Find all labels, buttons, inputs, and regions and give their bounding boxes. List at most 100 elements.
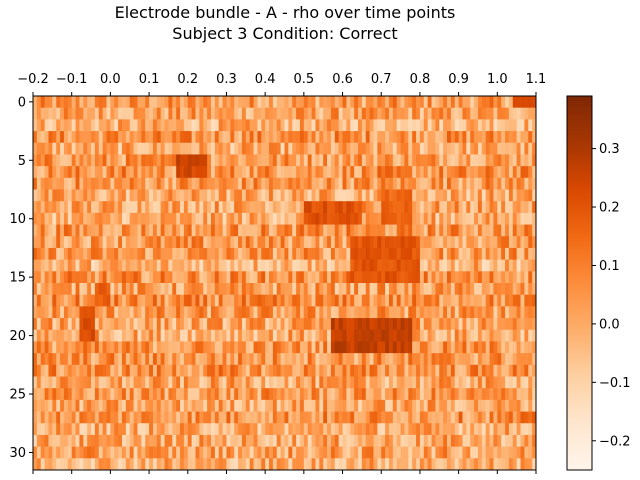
heatmap-cell [532, 271, 537, 284]
heatmap-cell [272, 458, 278, 471]
heatmap-cell [462, 423, 467, 436]
heatmap-cell [98, 142, 104, 155]
heatmap-cell [299, 434, 305, 448]
heatmap-cell [443, 341, 448, 354]
heatmap-cell [176, 376, 181, 389]
heatmap-cell [501, 423, 506, 436]
heatmap-cell [439, 96, 444, 109]
heatmap-cell [342, 189, 347, 202]
heatmap-cell [36, 329, 42, 342]
heatmap-cell [272, 271, 278, 284]
heatmap-cell [241, 154, 247, 167]
heatmap-cell [265, 364, 270, 377]
heatmap-cell [79, 166, 84, 179]
heatmap-cell [187, 353, 193, 366]
heatmap-cell [152, 96, 158, 109]
heatmap-cell [508, 236, 514, 249]
heatmap-cell [118, 458, 123, 471]
heatmap-cell [44, 224, 49, 237]
heatmap-cell [485, 154, 490, 167]
heatmap-cell [466, 318, 471, 331]
heatmap-cell [532, 306, 537, 319]
heatmap-cell [106, 224, 111, 237]
heatmap-cell [191, 353, 196, 366]
heatmap-cell [330, 446, 336, 459]
heatmap-cell [501, 131, 506, 144]
heatmap-cell [381, 119, 386, 132]
heatmap-cell [381, 341, 386, 354]
heatmap-cell [60, 376, 65, 389]
heatmap-cell [176, 212, 181, 225]
heatmap-cell [450, 212, 456, 225]
heatmap-cell [145, 446, 150, 459]
heatmap-cell [323, 329, 328, 342]
heatmap-cell [416, 446, 421, 459]
heatmap-cell [245, 306, 251, 319]
heatmap-cell [121, 271, 127, 284]
heatmap-cell [284, 329, 289, 342]
heatmap-cell [447, 212, 452, 225]
heatmap-cell [129, 247, 134, 261]
heatmap-cell [160, 131, 165, 144]
heatmap-cell [323, 236, 328, 249]
heatmap-cell [319, 376, 324, 389]
heatmap-cell [501, 142, 506, 155]
heatmap-cell [125, 236, 131, 249]
heatmap-cell [516, 212, 521, 225]
heatmap-cell [412, 376, 417, 389]
heatmap-cell [454, 446, 460, 459]
heatmap-cell [183, 119, 189, 132]
heatmap-cell [346, 446, 351, 459]
heatmap-cell [454, 341, 460, 354]
heatmap-cell [125, 201, 131, 214]
heatmap-cell [373, 119, 378, 132]
heatmap-cell [226, 283, 231, 296]
heatmap-cell [377, 294, 382, 307]
heatmap-cell [466, 177, 471, 190]
heatmap-cell [121, 142, 127, 155]
heatmap-cell [75, 212, 80, 225]
heatmap-cell [222, 341, 227, 354]
heatmap-cell [94, 142, 100, 155]
x-tick-label: 0.3 [216, 72, 237, 87]
heatmap-cell [485, 423, 490, 436]
heatmap-cell [338, 318, 343, 331]
heatmap-cell [516, 423, 521, 436]
heatmap-cell [118, 224, 123, 237]
heatmap-cell [454, 166, 460, 179]
heatmap-cell [315, 154, 320, 167]
heatmap-cell [443, 131, 448, 144]
heatmap-cell [276, 107, 282, 120]
heatmap-cell [338, 224, 343, 237]
heatmap-cell [435, 166, 440, 179]
heatmap-cell [439, 259, 444, 272]
heatmap-cell [176, 318, 181, 331]
heatmap-cell [350, 212, 355, 225]
heatmap-cell [199, 411, 204, 424]
heatmap-cell [493, 189, 498, 202]
heatmap-cell [477, 119, 483, 132]
heatmap-cell [532, 131, 537, 144]
heatmap-cell [307, 411, 312, 424]
heatmap-cell [33, 189, 38, 202]
heatmap-cell [48, 353, 53, 366]
heatmap-cell [269, 96, 274, 109]
heatmap-cell [396, 283, 401, 296]
heatmap-cell [226, 236, 231, 249]
heatmap-cell [419, 388, 425, 401]
heatmap-cell [276, 341, 282, 354]
heatmap-cell [44, 411, 49, 424]
heatmap-cell [257, 259, 262, 272]
heatmap-cell [354, 107, 359, 120]
heatmap-cell [83, 376, 88, 389]
heatmap-cell [230, 96, 235, 109]
heatmap-cell [485, 353, 490, 366]
heatmap-cell [412, 388, 417, 401]
heatmap-cell [207, 434, 212, 448]
heatmap-cell [450, 224, 456, 237]
heatmap-cell [48, 177, 53, 190]
heatmap-cell [145, 119, 150, 132]
heatmap-cell [187, 434, 193, 448]
heatmap-cell [125, 119, 131, 132]
heatmap-cell [303, 364, 309, 377]
